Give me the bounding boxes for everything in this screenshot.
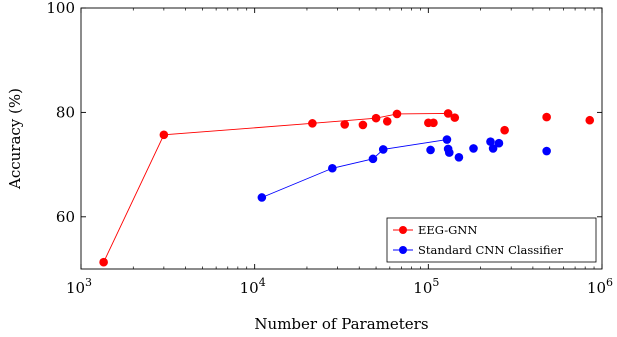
- data-point: [358, 120, 368, 130]
- data-point: [450, 113, 460, 122]
- x-axis-ticks: 103 104 105 106: [66, 8, 613, 297]
- y-axis-title: Accuracy (%): [6, 88, 24, 190]
- series-line: [261, 139, 448, 198]
- y-tick-label: 100: [46, 0, 75, 17]
- data-point: [469, 144, 478, 153]
- x-tick-label: 105: [413, 276, 439, 297]
- legend-marker: [399, 246, 407, 254]
- axes-frame: [80, 7, 603, 270]
- data-point: [444, 148, 454, 157]
- x-axis-title: Number of Parameters: [254, 315, 428, 333]
- data-point: [429, 118, 438, 128]
- y-tick-label: 80: [56, 103, 75, 121]
- data-point: [500, 125, 509, 135]
- data-point: [371, 113, 381, 123]
- data-point: [340, 120, 350, 129]
- data-point: [542, 112, 551, 122]
- data-point: [159, 130, 169, 140]
- data-point: [328, 163, 337, 173]
- x-tick-label: 106: [587, 276, 613, 297]
- y-axis-ticks: 60 80 100: [46, 0, 602, 226]
- x-tick-label: 104: [240, 276, 266, 297]
- data-point: [382, 116, 392, 126]
- data-point: [257, 193, 267, 202]
- data-point: [392, 109, 402, 119]
- legend: EEG-GNN Standard CNN Classifier: [386, 217, 597, 263]
- data-point: [486, 137, 495, 146]
- legend-marker: [399, 226, 407, 234]
- data-point: [542, 146, 551, 156]
- legend-label: Standard CNN Classifier: [418, 243, 563, 257]
- data-point: [454, 152, 464, 162]
- data-point: [585, 115, 595, 125]
- data-point: [378, 145, 388, 154]
- x-tick-label: 103: [66, 276, 92, 297]
- data-point: [368, 154, 378, 164]
- data-point: [443, 109, 453, 118]
- legend-label: EEG-GNN: [418, 223, 477, 237]
- data-point: [488, 144, 498, 153]
- legend-box: [386, 217, 597, 263]
- series-0: [99, 109, 595, 267]
- y-tick-label: 60: [56, 208, 75, 226]
- data-point: [426, 145, 435, 155]
- data-point: [308, 119, 317, 128]
- series-1: [257, 135, 551, 202]
- plot-area: [99, 109, 595, 267]
- data-point: [442, 135, 452, 144]
- data-point: [494, 138, 504, 148]
- data-point: [99, 257, 108, 267]
